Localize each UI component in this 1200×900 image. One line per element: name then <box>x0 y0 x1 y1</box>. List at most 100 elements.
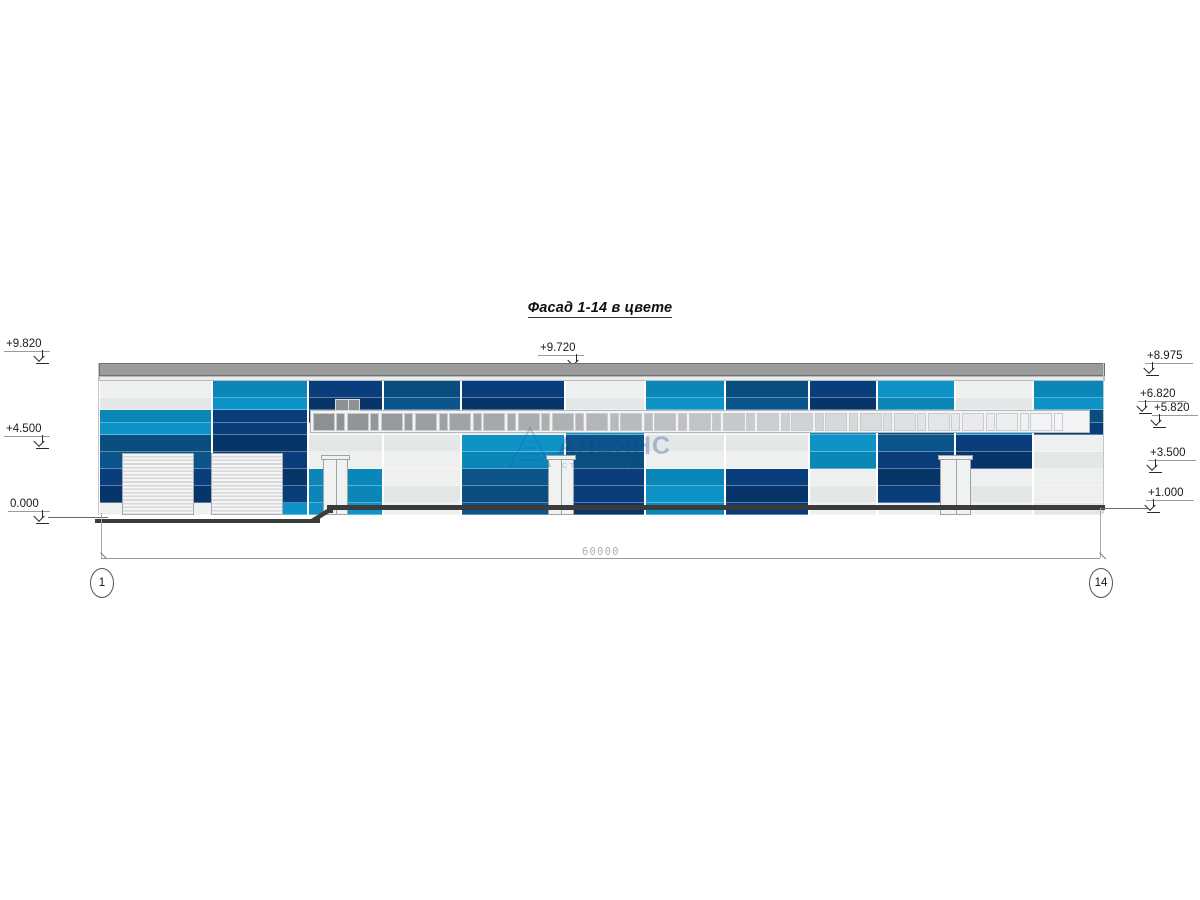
panel-seam <box>564 397 644 398</box>
ribbon-window[interactable] <box>310 410 1090 433</box>
panel-seam <box>100 422 211 423</box>
panel-seam <box>460 468 564 469</box>
bay-divider <box>307 381 309 515</box>
facade-bay <box>644 381 724 515</box>
window-pane <box>507 412 517 431</box>
facade-panel <box>644 469 724 486</box>
facade-panel <box>564 469 644 486</box>
window-pane <box>643 412 653 431</box>
panel-seam <box>644 502 724 503</box>
door-header <box>938 455 973 460</box>
facade-panel <box>644 452 724 469</box>
panel-seam <box>644 468 724 469</box>
axis-marker-14[interactable]: 14 <box>1089 568 1113 598</box>
facade-panel <box>724 435 808 452</box>
bay-divider <box>460 381 462 515</box>
facade-panel <box>1032 381 1103 398</box>
facade-panel <box>382 452 460 469</box>
level-arrow-icon <box>1148 499 1159 512</box>
window-pane <box>825 412 848 431</box>
rolling-door-2[interactable] <box>211 453 283 515</box>
facade-panel <box>211 410 307 423</box>
facade-panel <box>724 398 808 410</box>
facade-bay <box>1032 381 1103 515</box>
level-marker-left-0000: 0.000 <box>8 498 50 524</box>
low-plinth-left <box>95 513 320 525</box>
panel-seam <box>808 434 876 435</box>
facade-panel <box>724 381 808 398</box>
facade-panel <box>211 398 307 410</box>
facade-bay <box>808 381 876 515</box>
panel-seam <box>1032 468 1103 469</box>
facade-panel <box>954 486 1032 503</box>
window-pane <box>415 412 438 431</box>
level-value: +3.500 <box>1150 447 1186 459</box>
panel-seam <box>382 409 460 410</box>
facade-panel <box>211 435 307 452</box>
level-arrow-icon <box>1147 362 1158 375</box>
panel-seam <box>876 409 954 410</box>
facade-panel <box>644 435 724 452</box>
panel-seam <box>382 434 460 435</box>
door-header <box>546 455 576 460</box>
level-marker-right-3500: +3.500 <box>1148 447 1196 473</box>
panel-seam <box>954 514 1032 515</box>
window-pane <box>483 412 506 431</box>
panel-seam <box>460 514 564 515</box>
panel-seam <box>382 502 460 503</box>
facade-panel <box>724 486 808 503</box>
axis-marker-1[interactable]: 1 <box>90 568 114 598</box>
panel-seam <box>564 409 644 410</box>
window-pane <box>449 412 472 431</box>
facade-panel <box>954 435 1032 452</box>
level-value: +9.720 <box>540 342 576 354</box>
facade-panel <box>460 452 564 469</box>
plinth-ramp-transition <box>293 509 333 523</box>
panel-seam <box>1032 485 1103 486</box>
dimension-tick-left <box>93 552 108 566</box>
roof-parapet-band <box>99 363 1105 376</box>
panel-seam <box>564 502 644 503</box>
facade-panel <box>460 435 564 452</box>
facade-panel <box>808 381 876 398</box>
extension-line-left <box>101 513 102 558</box>
dimension-value: 60000 <box>582 546 620 558</box>
window-pane <box>722 412 745 431</box>
panel-seam <box>211 434 307 435</box>
facade-panel <box>100 381 211 398</box>
facade-panel <box>644 398 724 410</box>
facade-panel <box>644 381 724 398</box>
level-marker-right-8975: +8.975 <box>1145 350 1193 376</box>
panel-seam <box>100 434 211 435</box>
door-leaf-split <box>561 460 563 514</box>
facade-panel <box>808 435 876 452</box>
window-pane <box>620 412 643 431</box>
small-window-1[interactable] <box>335 399 360 411</box>
level-marker-left-9820: +9.820 <box>4 338 50 364</box>
ground-line-right-extension <box>1100 508 1148 510</box>
panel-seam <box>564 514 644 515</box>
panel-seam <box>211 397 307 398</box>
panel-seam <box>954 434 1032 435</box>
panel-seam <box>460 409 564 410</box>
axis-label: 1 <box>98 577 106 589</box>
dimension-line <box>101 558 1100 559</box>
rolling-door-1[interactable] <box>122 453 194 515</box>
facade-panel <box>724 469 808 486</box>
building-elevation <box>95 363 1105 523</box>
panel-seam <box>460 397 564 398</box>
facade-panel <box>1032 469 1103 486</box>
facade-panel <box>876 398 954 410</box>
window-pane <box>517 412 540 431</box>
panel-seam <box>211 422 307 423</box>
window-pane <box>1030 412 1053 431</box>
level-value: +5.820 <box>1154 402 1190 414</box>
parapet-trim-band <box>99 376 1105 381</box>
facade-panel <box>876 452 954 469</box>
facade-panel <box>382 435 460 452</box>
bay-divider <box>644 381 646 515</box>
panel-seam <box>808 468 876 469</box>
level-arrow-icon <box>1150 459 1161 472</box>
facade-panel <box>307 381 382 398</box>
door-header <box>321 455 350 460</box>
